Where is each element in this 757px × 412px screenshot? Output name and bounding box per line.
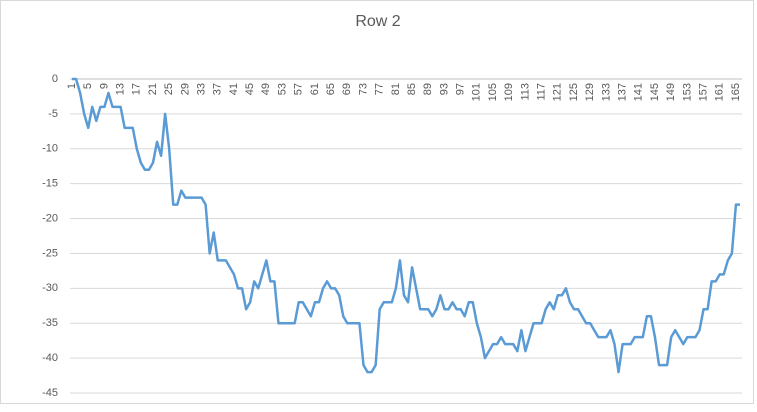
- x-tick-label: 145: [649, 83, 661, 101]
- x-tick-label: 97: [455, 83, 467, 95]
- x-tick-label: 57: [293, 83, 305, 95]
- x-tick-label: 9: [98, 83, 110, 89]
- x-tick-label: 41: [228, 83, 240, 95]
- x-tick-label: 65: [325, 83, 337, 95]
- x-tick-label: 49: [260, 83, 272, 95]
- y-tick-label: -30: [42, 282, 58, 294]
- x-tick-label: 153: [681, 83, 693, 101]
- x-tick-label: 161: [714, 83, 726, 101]
- x-tick-label: 85: [406, 83, 418, 95]
- x-tick-label: 149: [665, 83, 677, 101]
- x-tick-label: 121: [552, 83, 564, 101]
- x-tick-label: 13: [115, 83, 127, 95]
- x-tick-label: 141: [633, 83, 645, 101]
- x-tick-label: 129: [584, 83, 596, 101]
- x-tick-label: 53: [276, 83, 288, 95]
- x-tick-label: 105: [487, 83, 499, 101]
- x-tick-label: 5: [82, 83, 94, 89]
- x-tick-label: 89: [422, 83, 434, 95]
- x-tick-label: 73: [357, 83, 369, 95]
- x-tick-label: 133: [600, 83, 612, 101]
- x-tick-label: 77: [374, 83, 386, 95]
- x-tick-label: 45: [244, 83, 256, 95]
- x-tick-label: 37: [212, 83, 224, 95]
- x-tick-label: 29: [179, 83, 191, 95]
- x-tick-label: 117: [536, 83, 548, 101]
- line: [72, 77, 740, 374]
- x-tick-label: 137: [616, 83, 628, 101]
- x-tick-label: 17: [131, 83, 143, 95]
- x-tick-label: 93: [438, 83, 450, 95]
- x-tick-label: 25: [163, 83, 175, 95]
- x-tick-label: 69: [341, 83, 353, 95]
- x-tick-label: 113: [519, 83, 531, 101]
- x-tick-label: 1: [66, 83, 78, 89]
- y-tick-label: -45: [42, 387, 58, 399]
- x-tick-label: 21: [147, 83, 159, 95]
- x-tick-label: 81: [390, 83, 402, 95]
- y-tick-label: 0: [52, 73, 58, 85]
- chart-title: Row 2: [355, 13, 400, 30]
- y-tick-label: -35: [42, 317, 58, 329]
- x-tick-label: 109: [503, 83, 515, 101]
- x-tick-label: 157: [697, 83, 709, 101]
- x-tick-label: 165: [730, 83, 742, 101]
- y-tick-label: -10: [42, 143, 58, 155]
- y-tick-label: -5: [48, 108, 58, 120]
- x-tick-label: 125: [568, 83, 580, 101]
- x-tick-label: 61: [309, 83, 321, 95]
- y-tick-label: -20: [42, 212, 58, 224]
- x-tick-label: 101: [471, 83, 483, 101]
- y-tick-label: -40: [42, 352, 58, 364]
- y-tick-label: -25: [42, 247, 58, 259]
- x-tick-label: 33: [195, 83, 207, 95]
- y-tick-label: -15: [42, 178, 58, 190]
